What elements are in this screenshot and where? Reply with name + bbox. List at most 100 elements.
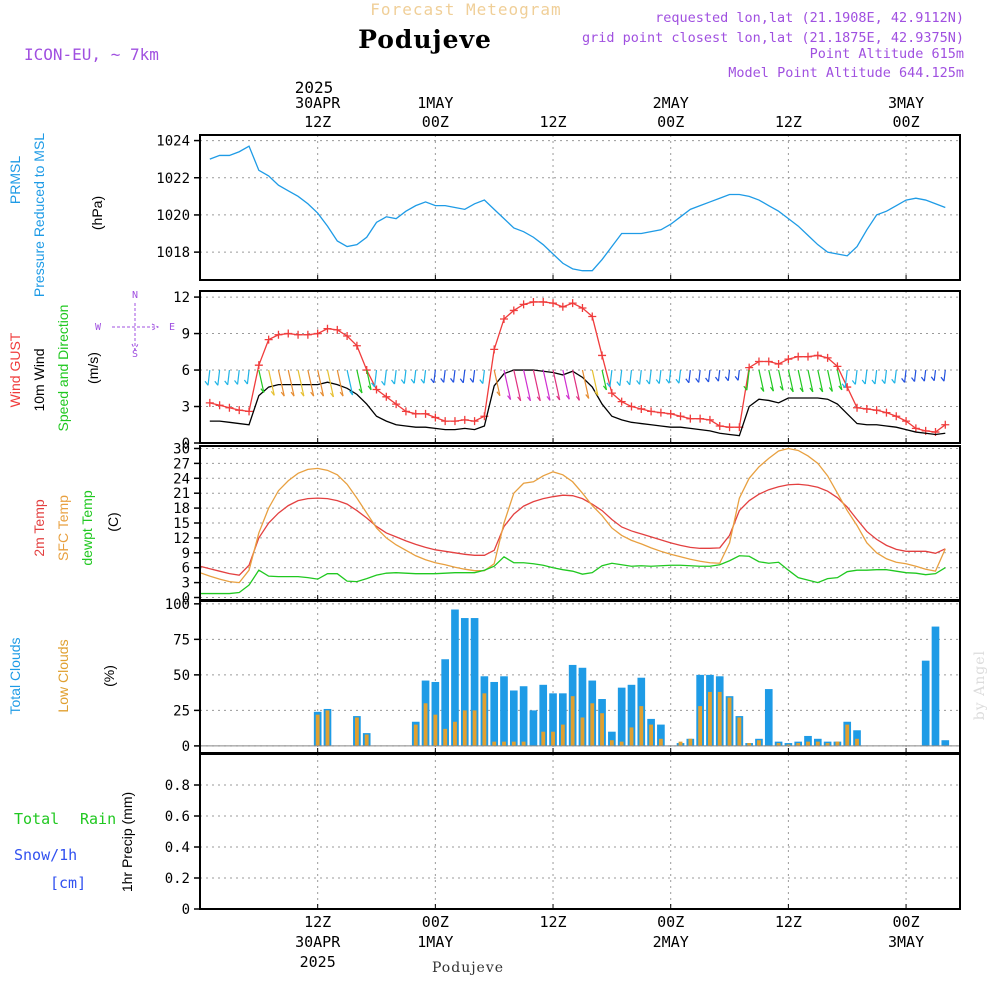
low-cloud-bar-48 — [678, 741, 683, 746]
label-dewpt-temp: dewpt Temp — [79, 490, 95, 565]
wind-arrowhead-68 — [871, 379, 876, 385]
low-cloud-bar-40 — [600, 713, 604, 746]
wind-arrowhead-39 — [594, 391, 599, 396]
bottom-year-label-0: 2025 — [300, 953, 336, 971]
wind-arrow-58 — [777, 369, 784, 391]
header-point-altitude: Point Altitude 615m — [810, 46, 964, 62]
wind-arrow-22 — [423, 369, 427, 384]
ytick-label-clouds-1: 25 — [173, 703, 190, 719]
low-cloud-bar-60 — [796, 743, 801, 746]
wind-arrowhead-44 — [636, 380, 641, 385]
wind-arrowhead-21 — [410, 378, 415, 384]
wind-arrowhead-65 — [841, 383, 846, 389]
total-cloud-bar-26 — [460, 618, 469, 746]
low-cloud-bar-28 — [482, 693, 487, 746]
wind-arrow-6 — [268, 369, 275, 396]
gust-marker-10 — [303, 330, 312, 339]
wind-arrow-5 — [258, 369, 265, 393]
wind-arrowhead-73 — [920, 376, 925, 382]
wind-arrowhead-5 — [260, 388, 265, 394]
wind-arrow-69 — [884, 369, 888, 384]
wind-arrow-56 — [758, 369, 765, 392]
wind-arrow-41 — [609, 369, 613, 387]
top-hour-label-3: 00Z — [657, 113, 684, 131]
gust-marker-45 — [647, 407, 656, 416]
wind-arrowhead-35 — [556, 395, 561, 401]
gust-marker-52 — [715, 421, 724, 430]
bottom-hour-label-2: 12Z — [539, 913, 566, 931]
wind-arrowhead-34 — [546, 396, 551, 401]
label-ms: (m/s) — [85, 352, 101, 384]
wind-arrowhead-31 — [517, 396, 522, 402]
wind-arrow-29 — [493, 369, 501, 396]
ytick-label-precip-0: 0 — [182, 902, 190, 918]
low-cloud-bar-61 — [806, 741, 810, 746]
header-title-small: Forecast Meteogram — [370, 0, 561, 19]
low-cloud-bar-27 — [472, 710, 477, 746]
wind-arrowhead-8 — [290, 391, 295, 397]
low-cloud-bar-50 — [698, 706, 703, 746]
total-cloud-bar-38 — [578, 667, 587, 746]
wind-arrow-44 — [639, 369, 642, 385]
gust-marker-53 — [725, 423, 734, 432]
top-hour-label-2: 12Z — [539, 113, 566, 131]
label-celsius: (C) — [105, 512, 121, 531]
header-model-altitude: Model Point Altitude 644.125m — [728, 65, 964, 81]
label-snow: Snow/1h — [14, 846, 77, 864]
low-cloud-bar-54 — [737, 717, 742, 746]
wind-arrowhead-33 — [536, 396, 541, 402]
wind-arrowhead-16 — [367, 385, 372, 391]
low-cloud-bar-39 — [590, 703, 595, 746]
low-cloud-bar-34 — [541, 731, 546, 746]
wind-arrow-73 — [923, 369, 927, 382]
low-cloud-bar-23 — [433, 714, 438, 746]
wind-arrowhead-27 — [469, 378, 474, 383]
wind-arrow-10 — [307, 369, 315, 397]
wind-arrow-53 — [727, 369, 731, 381]
low-cloud-bar-32 — [521, 741, 526, 746]
wind-arrowhead-25 — [450, 378, 455, 383]
low-cloud-bar-56 — [757, 740, 761, 746]
gust-marker-37 — [568, 299, 577, 308]
low-cloud-bar-62 — [815, 741, 820, 746]
wind-arrowhead-71 — [901, 378, 906, 383]
gust-marker-42 — [617, 397, 626, 406]
wind-arrow-67 — [864, 369, 868, 385]
low-cloud-bar-41 — [609, 740, 614, 746]
wind-arrow-66 — [854, 369, 858, 385]
gust-marker-48 — [676, 412, 685, 421]
wind-arrowhead-2 — [224, 380, 229, 386]
wind-arrowhead-55 — [743, 385, 748, 391]
total-cloud-bar-57 — [764, 689, 773, 746]
gust-marker-49 — [686, 414, 695, 423]
panel-frame-pressure — [199, 134, 961, 281]
gust-marker-11 — [313, 329, 322, 338]
wind-arrowhead-37 — [575, 396, 580, 401]
low-cloud-bar-16 — [364, 734, 369, 746]
wind-arrowhead-23 — [430, 378, 435, 384]
top-date-label-5: 3MAY — [888, 94, 924, 112]
total-cloud-bar-23 — [431, 681, 440, 746]
low-cloud-bar-35 — [551, 731, 555, 746]
ytick-label-pressure-0: 1018 — [156, 245, 190, 261]
ytick-label-temperature-8: 24 — [173, 471, 190, 487]
label-pressure-msl: Pressure Reduced to MSL — [31, 133, 47, 297]
wind-arrowhead-74 — [930, 376, 935, 382]
wind-arrow-40 — [601, 369, 608, 391]
low-cloud-bar-38 — [580, 717, 585, 746]
wind-arrowhead-50 — [695, 378, 700, 383]
wind-arrowhead-11 — [319, 391, 324, 397]
low-cloud-bar-37 — [570, 696, 575, 746]
label-10m-wind: 10m Wind — [31, 348, 47, 411]
label-wind-gust: Wind GUST — [7, 332, 23, 407]
series-line-temperature-1 — [199, 447, 946, 584]
gust-marker-36 — [558, 302, 567, 311]
ytick-label-clouds-4: 100 — [165, 597, 190, 613]
frame-layer — [194, 134, 961, 910]
gust-marker-62 — [813, 351, 822, 360]
wind-arrowhead-64 — [838, 385, 843, 391]
gust-marker-34 — [539, 297, 548, 306]
gust-marker-3 — [235, 406, 244, 415]
gust-marker-56 — [754, 357, 763, 366]
